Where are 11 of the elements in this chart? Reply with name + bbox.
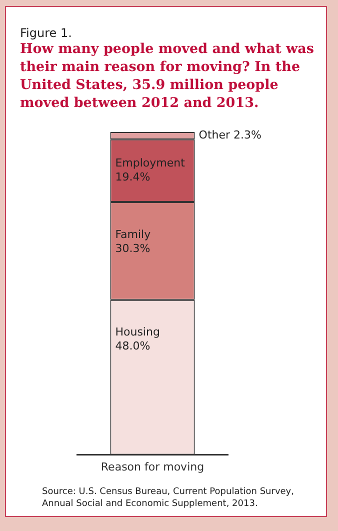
- data-label: 30.3%: [115, 242, 150, 255]
- series-label: Family: [115, 228, 152, 241]
- data-label: 48.0%: [115, 340, 150, 353]
- chart-title: How many people moved and what was their main reason for moving? In the United States, 35.9 million people moved between 2012 and 2013.: [19, 40, 316, 112]
- series-label: Housing: [115, 326, 160, 339]
- source-note: Source: U.S. Census Bureau, Current Population Survey, Annual Social and Economic Supplement, 2013.: [41, 486, 295, 510]
- data-label: 19.4%: [115, 170, 150, 184]
- series-label: Employment: [115, 156, 186, 170]
- x-tick-label: Reason for moving: [100, 460, 204, 474]
- text: Other 2.3%: [198, 128, 262, 142]
- chart-subtitle: Figure 1.: [19, 25, 73, 40]
